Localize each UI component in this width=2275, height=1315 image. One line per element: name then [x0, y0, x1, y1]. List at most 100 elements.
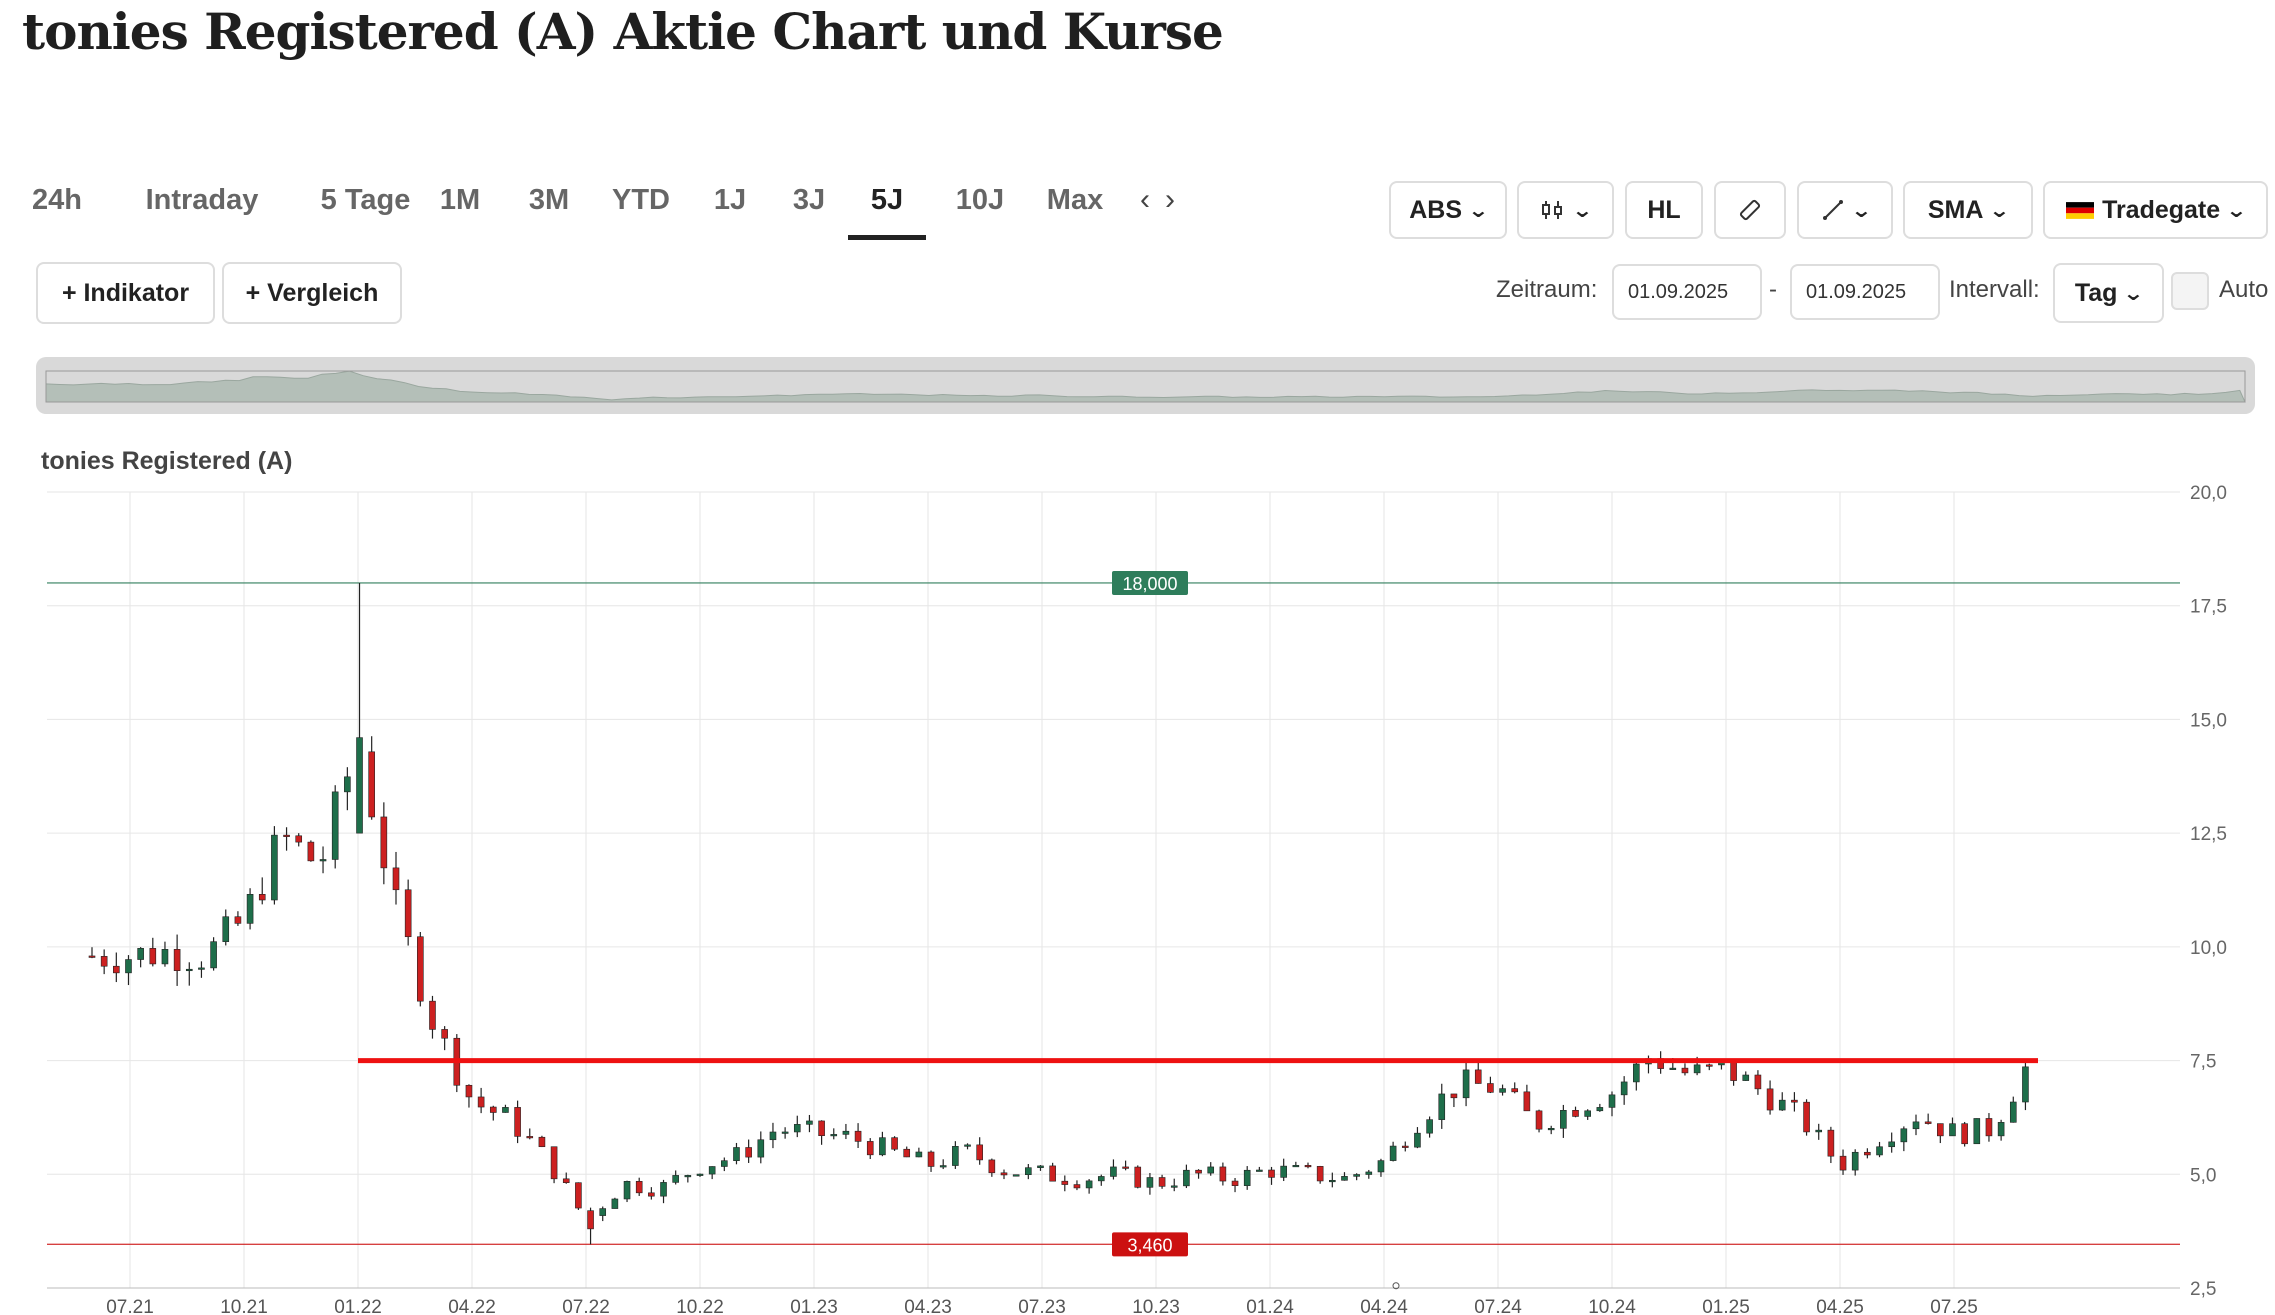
candle-body — [1037, 1165, 1044, 1168]
candle-body — [1243, 1169, 1251, 1186]
candle-body — [1146, 1177, 1154, 1188]
sma-dropdown[interactable]: SMA ⌄ — [1903, 181, 2033, 239]
exchange-dropdown[interactable]: Tradegate ⌄ — [2043, 181, 2268, 239]
candle-body — [234, 916, 242, 924]
candle-body — [1705, 1064, 1713, 1067]
chevron-down-icon: ⌄ — [2122, 282, 2145, 305]
y-tick-label: 12,5 — [2190, 824, 2227, 845]
tab-max[interactable]: Max — [1046, 184, 1104, 216]
candle-body — [307, 841, 315, 862]
candle-body — [648, 1192, 655, 1197]
candle-body — [575, 1182, 582, 1209]
candle-body — [1049, 1165, 1056, 1182]
chart-navigator[interactable] — [36, 357, 2255, 414]
draw-dropdown[interactable]: ⌄ — [1797, 181, 1893, 239]
candle-body — [502, 1107, 509, 1113]
candle-body — [113, 965, 120, 974]
candle-body — [684, 1175, 692, 1178]
candle-body — [1316, 1166, 1324, 1182]
tab-24h[interactable]: 24h — [32, 184, 82, 216]
candle-body — [952, 1146, 959, 1166]
candle-body — [599, 1208, 607, 1216]
candle-body — [1365, 1171, 1373, 1175]
candle-body — [1949, 1123, 1956, 1137]
tab-ytd[interactable]: YTD — [612, 184, 670, 216]
candle-body — [1097, 1176, 1105, 1182]
candle-body — [745, 1147, 752, 1158]
tab-10j[interactable]: 10J — [955, 184, 1005, 216]
chart-type-dropdown[interactable]: ⌄ — [1517, 181, 1614, 239]
candle-body — [1803, 1101, 1810, 1133]
price-chart[interactable]: 20,0 17,5 15,0 12,5 10,0 7,5 5,0 2,5 07.21 10.21 0… — [0, 480, 2275, 1315]
candle-body — [1110, 1166, 1117, 1177]
navigator-selection[interactable] — [45, 370, 2246, 403]
candle-body — [1170, 1185, 1178, 1188]
low-line-badge — [1112, 1232, 1188, 1257]
candle-body — [1377, 1160, 1385, 1173]
date-to-input[interactable] — [1790, 264, 1940, 320]
abs-dropdown[interactable]: ABS ⌄ — [1389, 181, 1507, 239]
hl-button[interactable]: HL — [1625, 181, 1703, 239]
tab-5j[interactable]: 5J — [848, 175, 926, 240]
candle-body — [1572, 1110, 1579, 1117]
candle-body — [1924, 1121, 1932, 1124]
candle-body — [1937, 1123, 1944, 1137]
y-tick-label: 17,5 — [2190, 597, 2227, 618]
candle-body — [733, 1147, 740, 1161]
x-tick-label: 01.25 — [1702, 1297, 1750, 1315]
germany-flag-icon — [2066, 201, 2095, 219]
candle-body — [635, 1181, 643, 1194]
y-tick-label: 15,0 — [2190, 710, 2227, 731]
x-tick-label: 04.23 — [904, 1297, 952, 1315]
tab-1m[interactable]: 1M — [439, 184, 481, 216]
candle-body — [1778, 1099, 1786, 1111]
chevron-right-icon[interactable]: › — [1165, 183, 1175, 216]
x-tick-label: 07.24 — [1474, 1297, 1522, 1315]
candle-body — [1389, 1145, 1397, 1161]
candle-body — [1207, 1166, 1215, 1174]
candle-body — [660, 1182, 667, 1197]
tab-3m[interactable]: 3M — [528, 184, 570, 216]
tab-3j[interactable]: 3J — [792, 184, 826, 216]
tab-5-tage[interactable]: 5 Tage — [320, 184, 411, 216]
interval-dropdown[interactable]: Tag ⌄ — [2053, 263, 2164, 323]
candle-body — [1997, 1122, 2005, 1137]
candle-body — [1961, 1123, 1968, 1145]
candle-body — [793, 1124, 801, 1133]
candle-body — [1341, 1176, 1348, 1181]
candle-body — [891, 1137, 898, 1150]
candle-body — [672, 1175, 679, 1183]
candle-body — [1900, 1128, 1908, 1143]
candle-body — [319, 859, 327, 862]
candle-body — [1851, 1151, 1859, 1171]
abs-label: ABS — [1409, 195, 1463, 224]
auto-checkbox[interactable] — [2171, 272, 2209, 310]
chevron-left-icon[interactable]: ‹ — [1140, 183, 1150, 216]
candle-body — [380, 816, 388, 869]
candle-body — [623, 1181, 631, 1200]
candle-body — [1839, 1155, 1847, 1171]
tab-1j[interactable]: 1J — [713, 184, 747, 216]
candle-body — [392, 867, 400, 891]
candle-body — [429, 1000, 436, 1030]
candle-body — [1158, 1177, 1166, 1187]
candle-body — [1560, 1110, 1567, 1129]
tab-intraday[interactable]: Intraday — [145, 184, 259, 216]
candle-body — [1827, 1129, 1835, 1157]
candle-body — [1681, 1067, 1689, 1074]
add-indicator-button[interactable]: + Indikator — [36, 262, 215, 324]
candle-body — [769, 1131, 777, 1141]
candle-body — [222, 916, 230, 942]
low-line-label: 3,460 — [1127, 1235, 1172, 1255]
candle-body — [1791, 1099, 1798, 1103]
add-comparison-button[interactable]: + Vergleich — [222, 262, 402, 324]
candle-body — [417, 936, 424, 1002]
x-tick-label: 10.24 — [1588, 1297, 1636, 1315]
candle-body — [1134, 1166, 1142, 1188]
x-tick-label: 07.21 — [106, 1297, 154, 1315]
sma-label: SMA — [1927, 195, 1984, 224]
date-from-input[interactable] — [1612, 264, 1762, 320]
candle-body — [198, 967, 205, 970]
ruler-button[interactable] — [1714, 181, 1786, 239]
candle-body — [149, 948, 157, 965]
